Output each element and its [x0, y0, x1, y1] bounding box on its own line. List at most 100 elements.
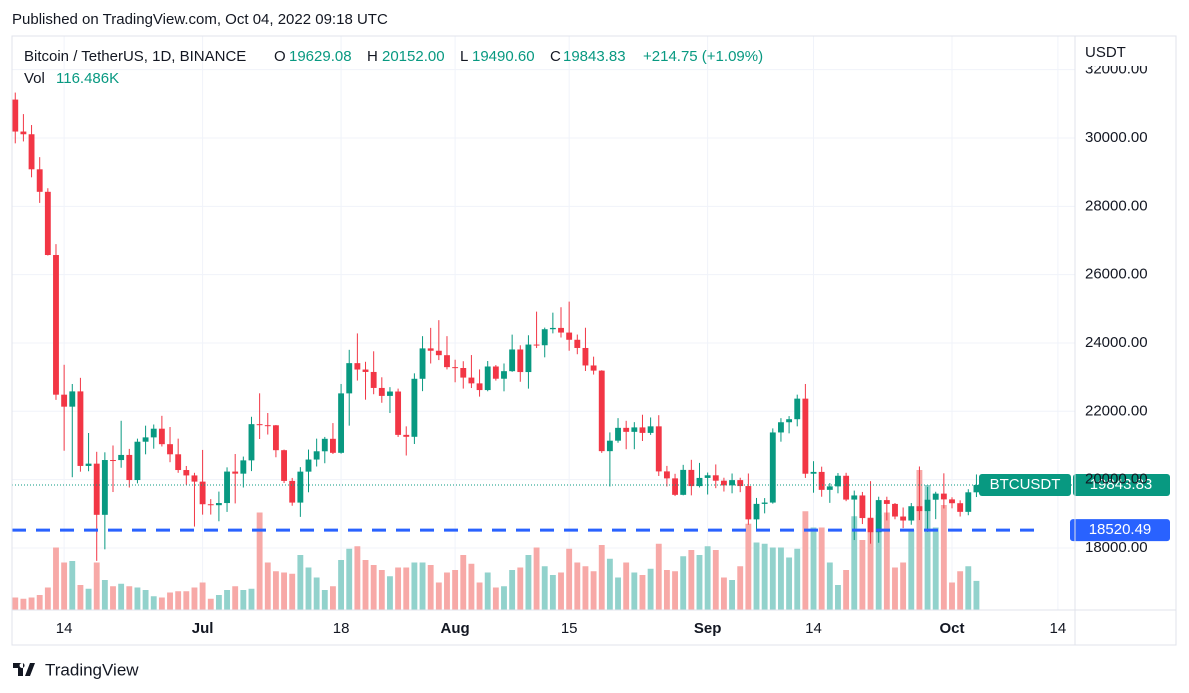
candle-body [859, 495, 866, 519]
candle-body [737, 480, 744, 487]
candle-body [965, 492, 972, 512]
candle-body [712, 475, 719, 481]
volume-bar [973, 580, 980, 610]
candle-body [484, 366, 491, 391]
volume-bar [582, 566, 589, 610]
candle-body [150, 428, 157, 438]
volume-bar [264, 562, 271, 610]
volume-bar [883, 512, 890, 610]
volume-bar [598, 545, 605, 610]
volume-bar [916, 470, 923, 610]
volume-bar [859, 540, 866, 610]
candle-body [354, 363, 361, 370]
volume-bar [517, 567, 524, 610]
volume-bar [615, 577, 621, 610]
volume-bar [110, 586, 116, 610]
x-tick-label: 15 [561, 620, 578, 637]
candle-body [655, 426, 662, 472]
symbol-tag-bg [979, 473, 1071, 496]
candle-body [924, 499, 931, 512]
candle-body [949, 499, 955, 504]
volume-bar [802, 511, 809, 610]
volume-bar [378, 570, 385, 610]
volume-bar [655, 543, 662, 610]
volume-value: 116.486K [56, 70, 119, 87]
volume-bar [346, 548, 353, 610]
volume-bar [134, 587, 141, 610]
symbol-tag: BTCUSDT [990, 476, 1061, 493]
candle-body [403, 434, 410, 437]
volume-bar [704, 546, 711, 610]
candle-body [851, 495, 858, 500]
candle-body [908, 506, 915, 521]
volume-bar [44, 587, 51, 610]
volume-bar [737, 566, 744, 610]
volume-bar [61, 562, 68, 610]
candle-body [427, 348, 434, 351]
last-price-label: 19843.83 [1090, 476, 1153, 493]
volume-bar [769, 547, 776, 610]
volume-bar [183, 591, 190, 610]
volume-bar [606, 558, 613, 610]
candle-body [207, 504, 214, 506]
candle-body [338, 393, 345, 453]
candle-body [729, 480, 736, 486]
volume-bar [696, 555, 703, 610]
logo-icon [13, 663, 35, 676]
y-tick-label: 24000.00 [1085, 334, 1148, 351]
volume-bar [900, 562, 907, 610]
x-tick-label: 14 [1050, 620, 1067, 637]
x-tick-label: Oct [939, 620, 964, 637]
candle-body [297, 471, 304, 503]
candle-body [704, 475, 711, 478]
volume-bar [639, 575, 646, 610]
volume-bar [631, 572, 638, 610]
volume-bar [53, 547, 59, 610]
candle-body [158, 428, 165, 445]
candle-body [232, 471, 239, 474]
volume-bar [957, 571, 964, 610]
candle-body [346, 363, 353, 394]
volume-bar [126, 586, 133, 610]
candle-body [525, 344, 532, 373]
volume-bar [175, 591, 182, 610]
volume-bar [240, 590, 247, 610]
volume-bar [69, 561, 76, 610]
candle-body [867, 518, 874, 533]
volume-bar [142, 590, 149, 610]
volume-bar [403, 567, 410, 610]
candle-body [289, 480, 296, 503]
volume-bar [778, 547, 784, 610]
logo: TradingView [13, 660, 139, 679]
candle-body [631, 427, 638, 432]
candle-body [753, 503, 760, 520]
pane-border [11, 35, 1177, 646]
candle-body [647, 426, 654, 433]
volume-bar [647, 568, 654, 610]
candle-body [126, 454, 133, 481]
candle-body [370, 371, 377, 388]
volume-bar [330, 586, 336, 610]
volume-bar [272, 571, 279, 610]
volume-bar [786, 557, 793, 610]
candle-body [44, 191, 51, 256]
volume-bar [419, 562, 426, 610]
candle-body [883, 500, 890, 504]
candle-body [574, 339, 581, 348]
hline-label-bg [1070, 519, 1170, 542]
candle-body [802, 398, 809, 474]
candle-body [281, 450, 287, 481]
volume-bar [835, 585, 841, 610]
volume-bar [232, 586, 239, 610]
volume-bar [558, 572, 564, 610]
candle-body [395, 391, 402, 435]
y-tick-label: 26000.00 [1085, 266, 1148, 283]
candle-body [957, 503, 964, 512]
volume-bar [688, 550, 695, 610]
candle-body [167, 444, 173, 455]
x-tick-label: Jul [192, 620, 214, 637]
candle-body [134, 441, 141, 481]
candle-body [720, 480, 727, 486]
volume-bar [468, 563, 475, 610]
